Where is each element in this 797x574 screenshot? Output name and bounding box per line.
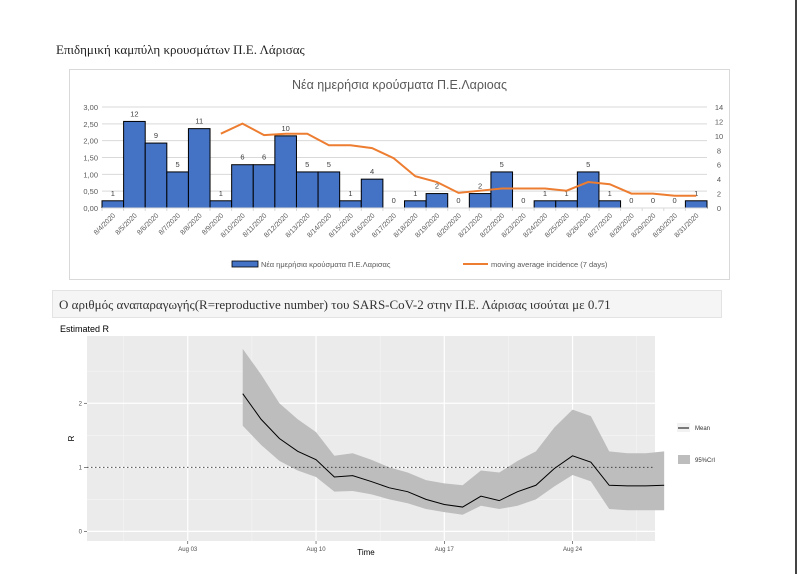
bar-data-label: 2 bbox=[478, 182, 482, 191]
bar bbox=[187, 128, 211, 209]
left-axis-tick: 1,00 bbox=[83, 170, 98, 179]
bar bbox=[101, 200, 125, 209]
bar-data-label: 4 bbox=[370, 167, 374, 176]
bar bbox=[231, 164, 254, 209]
left-axis-tick: 2,50 bbox=[83, 120, 98, 129]
bar-data-label: 5 bbox=[327, 160, 331, 169]
legend-swatch-cases bbox=[231, 260, 259, 268]
x-tick-label: Aug 24 bbox=[563, 547, 583, 553]
left-axis-tick: 0,00 bbox=[83, 204, 98, 213]
left-axis-tick: 3,00 bbox=[83, 103, 98, 112]
bar-data-label: 1 bbox=[543, 189, 547, 198]
bar-data-label: 11 bbox=[195, 117, 203, 126]
bar-data-label: 1 bbox=[608, 189, 612, 198]
bar bbox=[209, 200, 233, 209]
left-axis-tick: 1,50 bbox=[83, 154, 98, 163]
right-axis-tick: 4 bbox=[717, 175, 721, 184]
bar-data-label: 0 bbox=[456, 196, 460, 205]
chart-title: Νέα ημερήσια κρούσματα Π.Ε.Λαριοας bbox=[291, 78, 507, 92]
bar-data-label: 1 bbox=[694, 189, 698, 198]
bar bbox=[166, 171, 189, 209]
bar bbox=[252, 164, 276, 209]
right-axis-tick: 12 bbox=[715, 117, 723, 126]
bar-data-label: 0 bbox=[651, 196, 655, 205]
right-axis-tick: 2 bbox=[717, 190, 721, 199]
bar bbox=[468, 193, 492, 209]
bar-data-label: 0 bbox=[673, 196, 677, 205]
left-axis-tick: 2,00 bbox=[83, 137, 98, 146]
x-tick-label: Aug 03 bbox=[178, 547, 198, 553]
section-heading: Επιδημική καμπύλη κρουσμάτων Π.Ε. Λάρισα… bbox=[56, 42, 305, 57]
bar-data-label: 6 bbox=[240, 153, 244, 162]
bar-data-label: 5 bbox=[586, 160, 590, 169]
bar-data-label: 1 bbox=[564, 189, 568, 198]
legend-swatch-ci bbox=[678, 455, 690, 464]
right-axis-tick: 0 bbox=[717, 204, 721, 213]
right-axis-tick: 10 bbox=[715, 132, 723, 141]
bar-data-label: 0 bbox=[629, 196, 633, 205]
r-statement: Ο αριθμός αναπαραγωγής(R=reproductive nu… bbox=[59, 297, 611, 312]
bar bbox=[123, 120, 146, 209]
bar bbox=[339, 200, 362, 209]
mean-r-line bbox=[242, 393, 665, 508]
bar-data-label: 1 bbox=[413, 189, 417, 198]
bar-data-label: 12 bbox=[130, 109, 138, 118]
bar bbox=[598, 200, 622, 209]
x-tick-label: 8/5/2020 bbox=[115, 212, 139, 236]
bar-data-label: 5 bbox=[305, 160, 309, 169]
cases-chart-svg: 0,000,501,001,502,002,503,00024681012141… bbox=[83, 103, 723, 269]
x-tick-label: 8/8/2020 bbox=[179, 212, 203, 236]
r-statement-box: Ο αριθμός αναπαραγωγής(R=reproductive nu… bbox=[52, 290, 722, 318]
bar-data-label: 5 bbox=[176, 160, 180, 169]
bar bbox=[274, 135, 297, 209]
credible-interval-ribbon bbox=[242, 348, 665, 515]
bar-data-label: 1 bbox=[348, 189, 352, 198]
y-tick-label: 0 bbox=[79, 529, 83, 535]
x-tick-label: Aug 17 bbox=[435, 547, 455, 553]
x-tick-label: 8/7/2020 bbox=[158, 212, 182, 236]
legend-label-ci: 95%CrI bbox=[695, 458, 715, 464]
bar-data-label: 1 bbox=[111, 189, 115, 198]
left-axis-tick: 0,50 bbox=[83, 187, 98, 196]
moving-average-line bbox=[220, 122, 697, 197]
y-axis-label: R bbox=[67, 435, 76, 441]
bar-data-label: 1 bbox=[219, 189, 223, 198]
bar bbox=[360, 178, 384, 209]
bar-data-label: 0 bbox=[392, 196, 396, 205]
right-axis-tick: 14 bbox=[715, 103, 723, 112]
bar-data-label: 10 bbox=[281, 124, 289, 133]
r-chart-title: Estimated R bbox=[60, 324, 110, 334]
bar bbox=[555, 200, 578, 209]
cases-chart: Νέα ημερήσια κρούσματα Π.Ε.Λαριοας 0,00 0… bbox=[69, 69, 730, 280]
x-tick-label: Aug 10 bbox=[307, 547, 327, 553]
bar bbox=[404, 200, 427, 209]
estimated-r-chart: Estimated R Aug 03 Aug 10 Aug 17 Aug 24 0 1 2 Ti… bbox=[60, 324, 715, 557]
legend-label-cases: Νέα ημερήσια κρούσματα Π.Ε.Λαρισας bbox=[261, 260, 391, 269]
bar bbox=[533, 200, 557, 209]
y-tick-label: 1 bbox=[79, 465, 83, 471]
bar-data-label: 2 bbox=[435, 182, 439, 191]
legend-label-moving-average: moving average incidence (7 days) bbox=[491, 260, 608, 269]
bar bbox=[684, 200, 708, 209]
bar-data-label: 5 bbox=[500, 160, 504, 169]
x-tick-label: 8/4/2020 bbox=[93, 212, 117, 236]
bar bbox=[317, 171, 341, 209]
right-axis-tick: 6 bbox=[717, 161, 721, 170]
x-tick-label: 8/6/2020 bbox=[136, 212, 160, 236]
legend-label-mean: Mean bbox=[695, 426, 710, 432]
bar-data-label: 6 bbox=[262, 153, 266, 162]
right-axis-tick: 8 bbox=[717, 146, 721, 155]
bar bbox=[576, 171, 600, 209]
page-right-border bbox=[795, 0, 797, 574]
x-axis-label: Time bbox=[357, 548, 375, 557]
bar-data-label: 9 bbox=[154, 131, 158, 140]
bar bbox=[144, 142, 168, 209]
bar-data-label: 0 bbox=[521, 196, 525, 205]
y-tick-label: 2 bbox=[79, 401, 83, 407]
bar bbox=[425, 193, 449, 209]
bar bbox=[295, 171, 319, 209]
